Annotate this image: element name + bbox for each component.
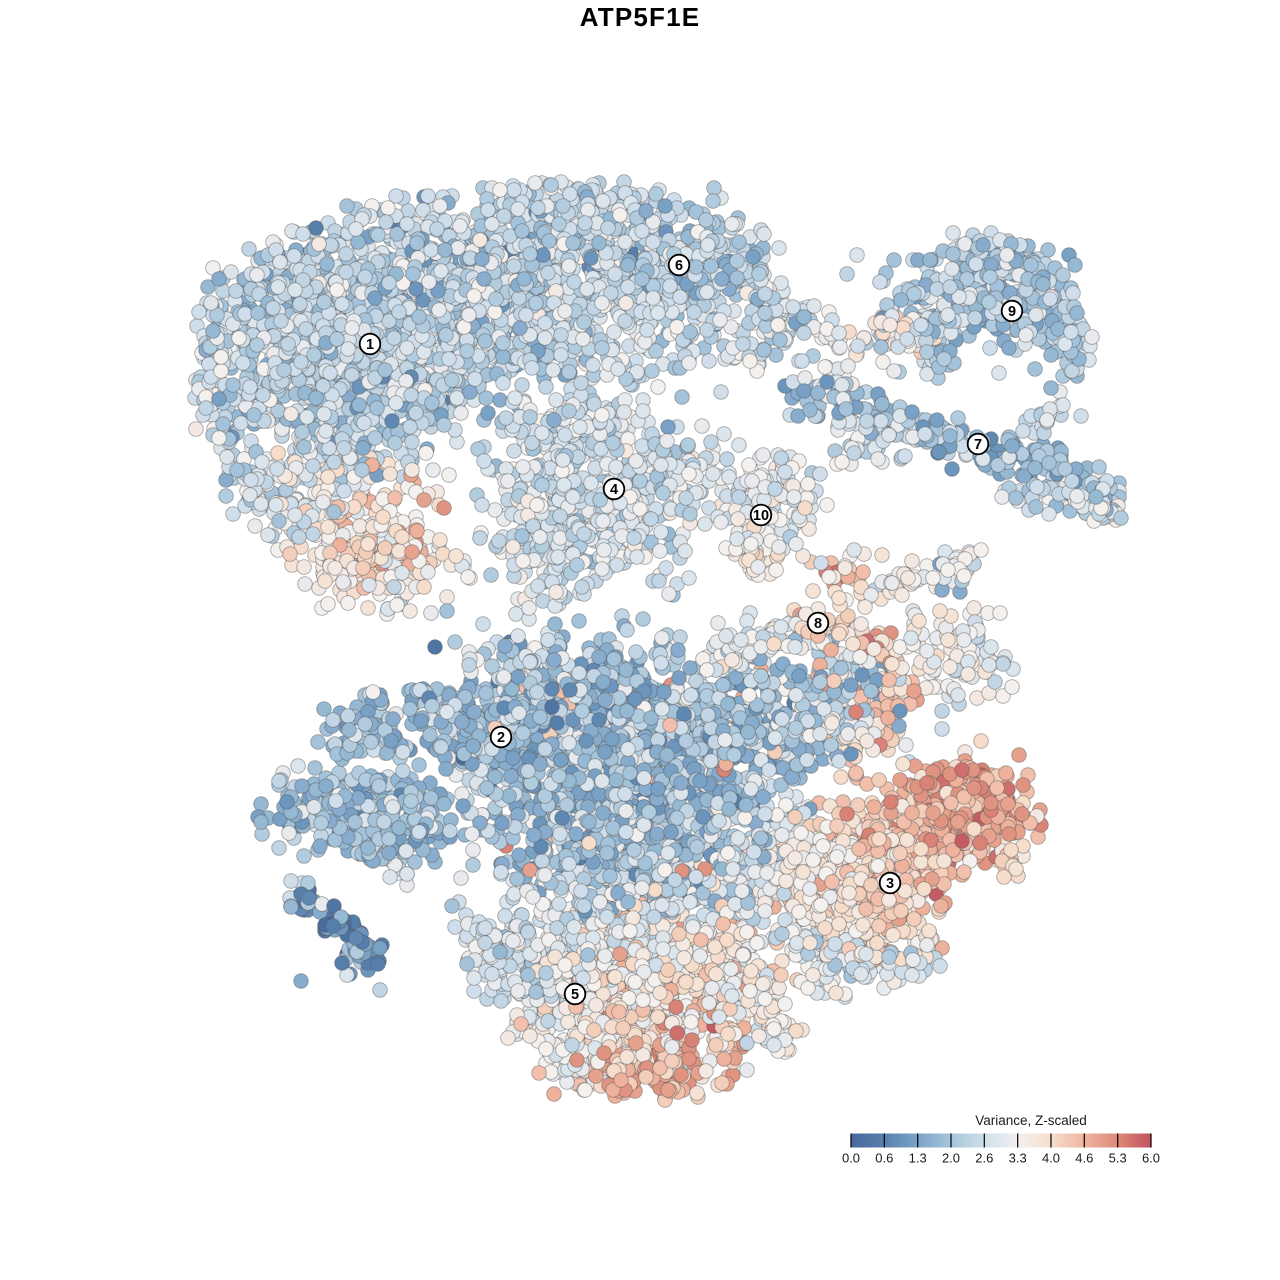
svg-text:ATP5F1E: ATP5F1E [580, 2, 701, 32]
